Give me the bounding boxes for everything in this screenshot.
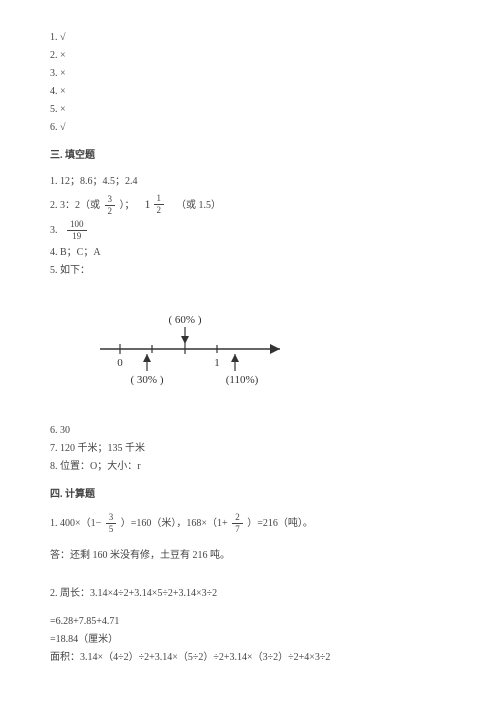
- frac-den: 19: [67, 231, 87, 241]
- fraction-3-2: 3 2: [105, 195, 116, 216]
- label-30: ( 30% ): [131, 374, 164, 386]
- tf-answer-1: 1. √: [50, 30, 450, 46]
- calc-q2-a: 2. 周长：3.14×4÷2+3.14×5÷2+3.14×3÷2: [50, 586, 450, 602]
- calc-q1-c: ）=216（吨）。: [247, 518, 313, 529]
- label-110: (110%): [226, 374, 259, 386]
- tf-answer-2: 2. ×: [50, 48, 450, 64]
- label-0: 0: [117, 357, 123, 369]
- calc-q1-a: 1. 400×（1−: [50, 518, 101, 529]
- frac-den: 7: [232, 524, 243, 534]
- fill-q3: 3. 100 19: [50, 220, 450, 241]
- mixed-1-1-2: 1 1 2: [145, 194, 167, 215]
- calc-q2-d: 面积：3.14×（4÷2）÷2+3.14×（5÷2）÷2+3.14×（3÷2）÷…: [50, 650, 450, 666]
- frac-num: 2: [232, 513, 243, 524]
- label-1: 1: [214, 357, 220, 369]
- fill-q2-text-b: ）；: [120, 200, 135, 211]
- fill-q8: 8. 位置：O；大小：r: [50, 459, 450, 475]
- frac-num: 3: [105, 195, 116, 206]
- tf-answer-4: 4. ×: [50, 84, 450, 100]
- frac-num: 3: [106, 513, 117, 524]
- fill-q7: 7. 120 千米；135 千米: [50, 441, 450, 457]
- calc-q1: 1. 400×（1− 3 5 ）=160（米），168×（1+ 2 7 ）=21…: [50, 513, 450, 534]
- fill-q3-label: 3.: [50, 225, 58, 236]
- calc-q2-c: =18.84（厘米）: [50, 632, 450, 648]
- label-60: ( 60% ): [169, 314, 202, 326]
- tf-answer-5: 5. ×: [50, 102, 450, 118]
- fraction-2-7: 2 7: [232, 513, 243, 534]
- fill-q6: 6. 30: [50, 423, 450, 439]
- number-line-diagram: ( 60% ) 0 1 ( 30% ) (110%): [80, 309, 450, 395]
- frac-num: 100: [67, 220, 87, 231]
- fill-q2-text-c: （或 1.5）: [176, 200, 221, 211]
- calc-q1-b: ）=160（米），168×（1+: [121, 518, 228, 529]
- frac-den: 5: [106, 524, 117, 534]
- mixed-whole: 1: [145, 195, 151, 214]
- mixed-den: 2: [154, 205, 165, 215]
- fill-q5: 5. 如下：: [50, 263, 450, 279]
- fraction-3-5: 3 5: [106, 513, 117, 534]
- fill-q1: 1. 12；8.6；4.5；2.4: [50, 174, 450, 190]
- section-4-title: 四. 计算题: [50, 487, 450, 503]
- calc-q2-b: =6.28+7.85+4.71: [50, 614, 450, 630]
- frac-den: 2: [105, 206, 116, 216]
- fill-q2: 2. 3：2（或 3 2 ）； 1 1 2 （或 1.5）: [50, 194, 450, 216]
- section-3-title: 三. 填空题: [50, 148, 450, 164]
- fill-q2-text-a: 2. 3：2（或: [50, 200, 100, 211]
- calc-answer-1: 答：还剩 160 米没有修，土豆有 216 吨。: [50, 548, 450, 564]
- tf-answer-6: 6. √: [50, 120, 450, 136]
- fraction-100-19: 100 19: [67, 220, 87, 241]
- mixed-num: 1: [154, 194, 165, 205]
- fill-q4: 4. B；C；A: [50, 245, 450, 261]
- tf-answer-3: 3. ×: [50, 66, 450, 82]
